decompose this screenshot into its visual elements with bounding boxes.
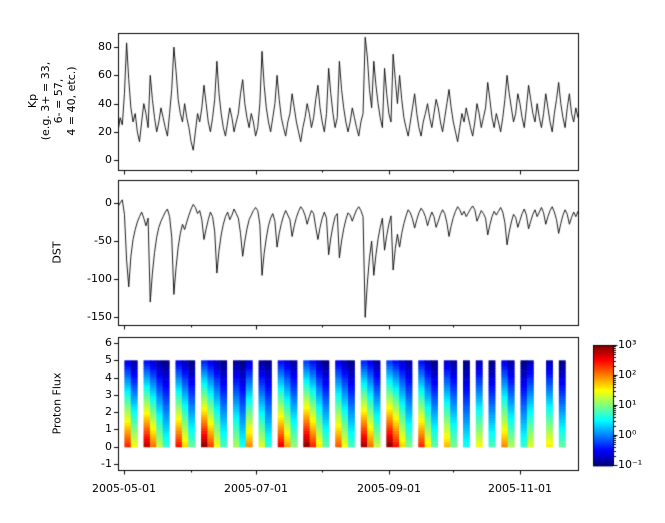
- pf-ytick-m1: -1: [101, 457, 112, 470]
- kp-ytick-80: 80: [98, 40, 112, 53]
- dst-ytick-0: 0: [105, 196, 112, 209]
- pf-ytick-6: 6: [105, 336, 112, 349]
- kp-ytick-0: 0: [105, 153, 112, 166]
- xtick-2005-09-01: 2005-09-01: [357, 482, 421, 495]
- colorbar-tick-1em1: 10⁻¹: [618, 458, 643, 471]
- xtick-2005-11-01: 2005-11-01: [488, 482, 552, 495]
- kp-ytick-40: 40: [98, 97, 112, 110]
- kp-axis-label-line: (e.g. 3+ = 33,: [39, 61, 52, 141]
- pf-ytick-4: 4: [105, 371, 112, 384]
- kp-axis-label-line: 6- = 57,: [52, 78, 65, 124]
- colorbar-tick-1e1: 10¹: [618, 398, 637, 411]
- kp-axis-label: Kp (e.g. 3+ = 33, 6- = 57, 4 = 40, etc.): [26, 57, 78, 145]
- dst-ytick-m150: -150: [87, 310, 112, 323]
- pf-ytick-1: 1: [105, 422, 112, 435]
- kp-ytick-20: 20: [98, 125, 112, 138]
- xtick-2005-07-01: 2005-07-01: [224, 482, 288, 495]
- pf-ytick-2: 2: [105, 405, 112, 418]
- colorbar-tick-1e0: 10⁰: [618, 428, 637, 441]
- kp-ytick-60: 60: [98, 68, 112, 81]
- colorbar-tick-1e2: 10²: [618, 368, 637, 381]
- dst-axis-label: DST: [50, 241, 64, 264]
- proton-flux-axis-label: Proton Flux: [50, 372, 64, 435]
- pf-ytick-5: 5: [105, 353, 112, 366]
- xtick-2005-05-01: 2005-05-01: [92, 482, 156, 495]
- kp-axis-label-line: 4 = 40, etc.): [65, 66, 78, 136]
- pf-ytick-0: 0: [105, 440, 112, 453]
- colorbar-tick-1e3: 10³: [618, 338, 637, 351]
- dst-ytick-m100: -100: [87, 272, 112, 285]
- dst-ytick-m50: -50: [94, 234, 112, 247]
- pf-ytick-3: 3: [105, 388, 112, 401]
- kp-axis-label-line: Kp: [26, 93, 39, 109]
